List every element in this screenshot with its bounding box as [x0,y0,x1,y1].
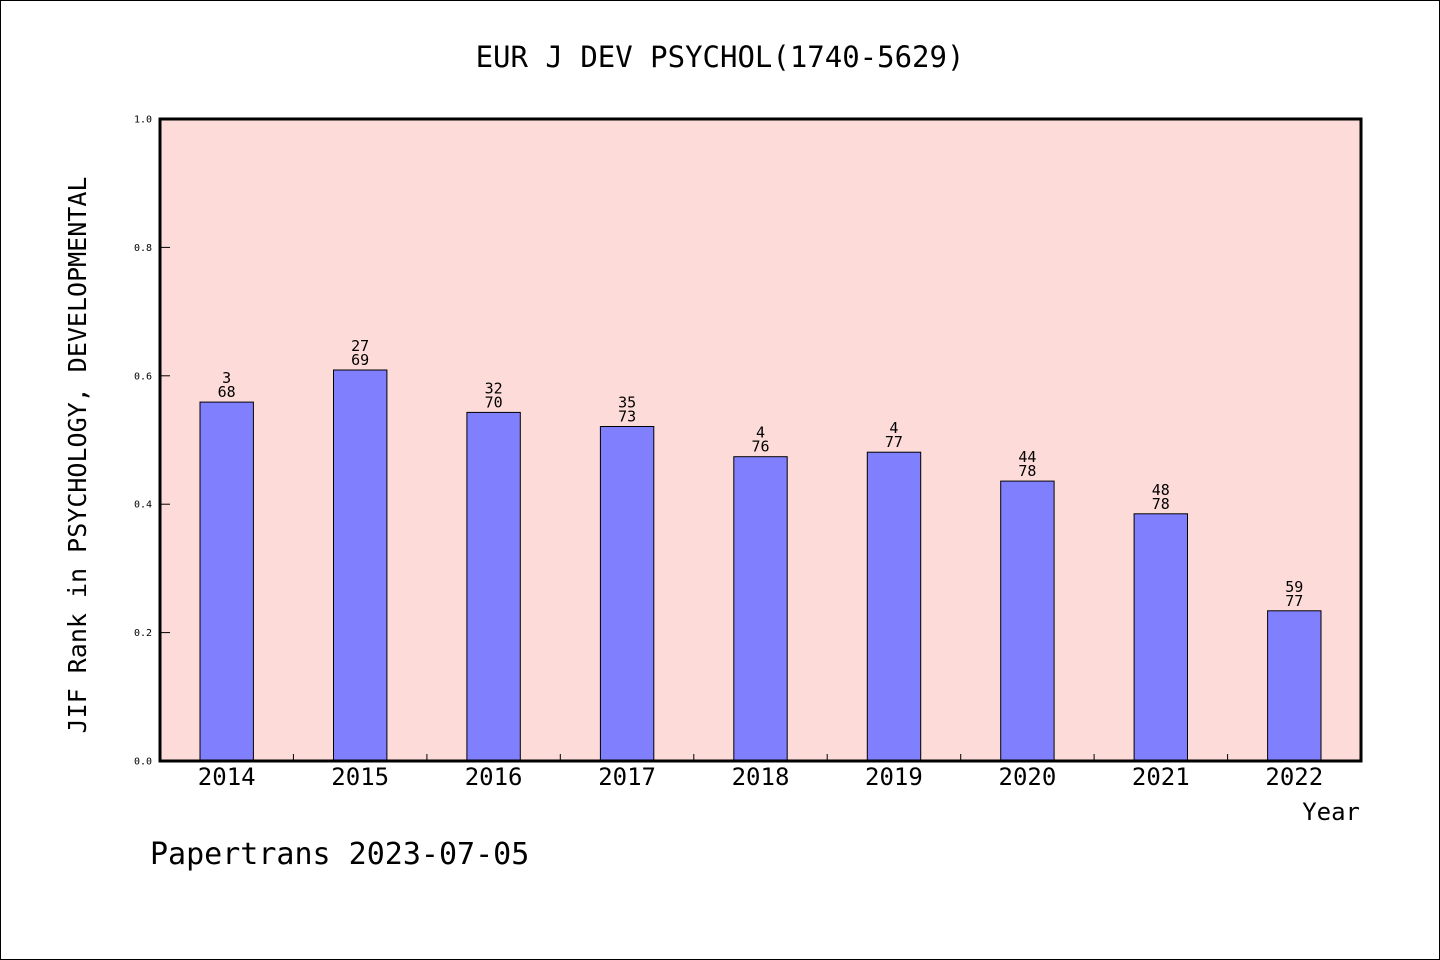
plot-frame [158,117,1363,763]
bar-label-rank-2016: 32 [485,379,503,397]
bar-2014 [199,401,254,762]
x-tick-label-2016: 2016 [465,763,523,791]
x-tick-label-2014: 2014 [198,763,256,791]
x-axis-tick-labels: 2014 2015 2016 2017 2018 2019 2020 2021 2022 [198,763,1323,791]
x-tick-label-2019: 2019 [865,763,923,791]
x-tick-label-2018: 2018 [732,763,790,791]
bar-2019 [866,451,922,762]
y-axis-label: JIF Rank in PSYCHOLOGY, DEVELOPMENTAL [63,177,92,734]
bar-label-rank-2018: 4 [756,424,765,442]
bar-label-total-2022: 77 [1285,592,1303,610]
bar-label-total-2014: 68 [218,383,236,401]
y-tick-label: 0.0 [134,757,152,768]
bar-2020 [1000,480,1055,762]
x-tick-label-2022: 2022 [1265,763,1323,791]
bar-2016 [466,411,521,762]
y-tick-label: 0.4 [134,500,152,511]
y-axis-tick-labels: 0.0 0.2 0.4 0.6 0.8 1.0 [134,115,152,768]
bar-label-total-2018: 76 [751,438,769,456]
bar-label-total-2019: 77 [885,433,903,451]
bar-2017 [599,426,655,762]
footer-credit: Papertrans 2023-07-05 [150,837,529,872]
x-tick-label-2015: 2015 [331,763,389,791]
x-tick-label-2017: 2017 [598,763,656,791]
bar-label-total-2020: 78 [1018,462,1036,480]
x-tick-label-2021: 2021 [1132,763,1190,791]
bar-2018 [733,456,788,762]
y-tick-label: 0.6 [134,371,152,382]
chart-title: EUR J DEV PSYCHOL(1740-5629) [476,40,965,74]
bar-label-rank-2019: 4 [889,419,898,437]
bar-label-total-2017: 73 [618,408,636,426]
x-axis-label: Year [1302,798,1360,826]
bar-label-rank-2020: 44 [1018,448,1036,466]
y-tick-label: 0.2 [134,628,152,639]
bar-label-rank-2015: 27 [351,337,369,355]
bar-label-total-2015: 69 [351,351,369,369]
y-tick-label: 1.0 [134,115,152,126]
bar-2015 [333,369,388,762]
bar-label-rank-2017: 35 [618,394,636,412]
bar-label-total-2021: 78 [1152,495,1170,513]
x-tick-label-2020: 2020 [999,763,1057,791]
bars-layer [199,369,1322,762]
bar-label-rank-2021: 48 [1152,481,1170,499]
y-tick-label: 0.8 [134,243,152,254]
bar-label-rank-2014: 3 [222,369,231,387]
bar-2022 [1267,610,1322,762]
bar-2021 [1133,513,1188,762]
bar-label-rank-2022: 59 [1285,578,1303,596]
bar-label-total-2016: 70 [485,393,503,411]
